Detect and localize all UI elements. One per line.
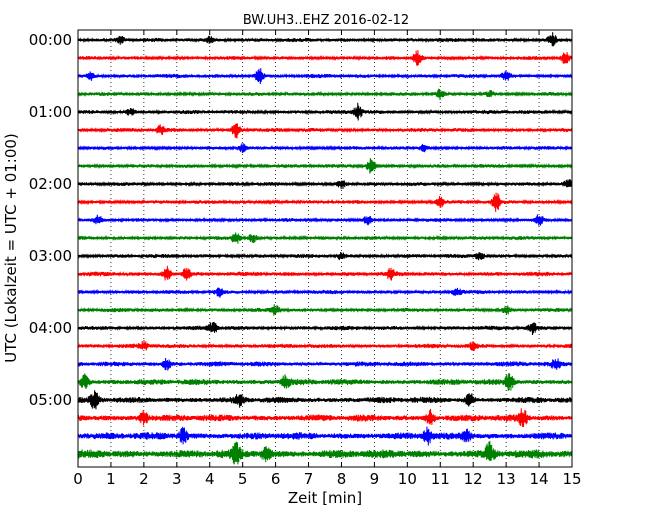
plot-frame <box>77 29 573 468</box>
trace-0100 <box>77 102 573 121</box>
trace-0245 <box>77 232 573 244</box>
trace-0400 <box>77 321 573 335</box>
y-tick-label: 00:00 <box>29 31 72 49</box>
trace-0330 <box>77 287 573 298</box>
x-tick-label: 6 <box>271 470 281 488</box>
y-tick-label: 05:00 <box>29 391 72 409</box>
trace-0030 <box>77 68 573 84</box>
trace-0115 <box>77 123 573 139</box>
chart-title: BW.UH3..EHZ 2016-02-12 <box>243 13 409 28</box>
x-tick-label: 14 <box>530 470 549 488</box>
y-axis: 00:00 01:00 02:00 03:00 04:00 05:00 <box>29 31 572 409</box>
y-tick-label: 01:00 <box>29 103 72 121</box>
trace-0315 <box>77 265 573 281</box>
x-tick-label: 13 <box>497 470 516 488</box>
trace-0145 <box>77 157 573 174</box>
y-tick-label: 02:00 <box>29 175 72 193</box>
x-tick-label: 1 <box>106 470 116 488</box>
x-tick-label: 3 <box>172 470 182 488</box>
x-tick-label: 9 <box>370 470 380 488</box>
x-tick-label: 12 <box>464 470 483 488</box>
trace-0530 <box>77 426 573 446</box>
trace-0015 <box>77 50 573 66</box>
x-tick-label: 11 <box>431 470 450 488</box>
x-axis: 0 1 2 3 4 5 6 7 8 9 10 11 12 13 14 15 <box>73 30 582 488</box>
trace-0515 <box>77 408 573 427</box>
trace-0045 <box>77 88 573 101</box>
x-tick-label: 15 <box>562 470 581 488</box>
trace-0500 <box>77 390 573 410</box>
x-tick-label: 7 <box>304 470 314 488</box>
x-tick-label: 0 <box>73 470 83 488</box>
x-tick-label: 8 <box>337 470 347 488</box>
trace-0445 <box>77 373 573 391</box>
trace-0300 <box>77 251 573 261</box>
x-tick-label: 4 <box>205 470 215 488</box>
y-axis-label: UTC (Lokalzeit = UTC + 01:00) <box>2 133 20 363</box>
trace-0415 <box>77 340 573 351</box>
y-tick-label: 04:00 <box>29 319 72 337</box>
x-tick-label: 10 <box>398 470 417 488</box>
x-tick-label: 5 <box>238 470 248 488</box>
trace-0215 <box>77 192 573 212</box>
trace-0545 <box>77 440 573 465</box>
trace-0200 <box>77 178 573 190</box>
traces <box>77 32 573 465</box>
trace-0130 <box>77 143 573 154</box>
trace-0000 <box>77 32 573 47</box>
grid <box>110 30 540 467</box>
trace-0345 <box>77 304 573 316</box>
trace-0230 <box>77 214 573 226</box>
y-tick-label: 03:00 <box>29 247 72 265</box>
x-axis-label: Zeit [min] <box>288 489 362 507</box>
x-tick-label: 2 <box>139 470 149 488</box>
trace-0430 <box>77 358 573 371</box>
